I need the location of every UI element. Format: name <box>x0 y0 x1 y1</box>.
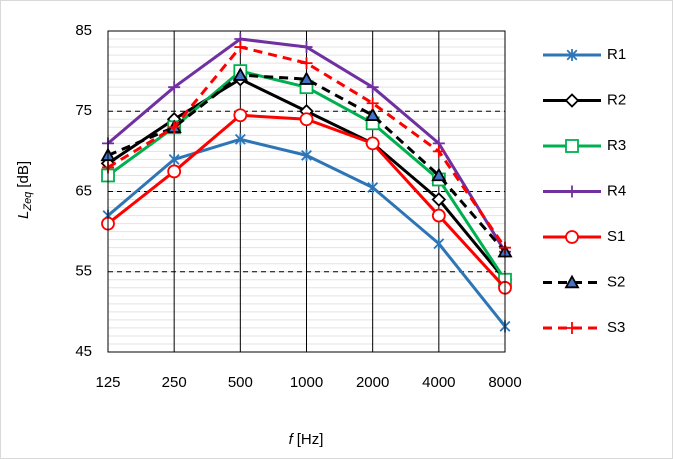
x-tick-label: 2000 <box>356 374 389 391</box>
legend-label: R2 <box>607 91 626 108</box>
y-label-symbol: L <box>15 211 32 219</box>
x-tick-label: 125 <box>95 374 120 391</box>
data-point <box>168 153 180 166</box>
legend-marker <box>564 93 580 108</box>
x-tick-label: 250 <box>162 374 187 391</box>
y-axis-label: LZeq [dB] <box>15 161 34 219</box>
legend-marker <box>566 49 578 61</box>
data-point <box>233 108 248 123</box>
data-point <box>300 57 313 70</box>
legend-label: R1 <box>607 46 626 63</box>
legend-label: S2 <box>607 273 625 290</box>
legend-label: S1 <box>607 228 625 245</box>
data-point <box>431 192 447 207</box>
data-point <box>431 167 447 182</box>
x-tick-label: 8000 <box>488 374 521 391</box>
data-point <box>365 107 381 121</box>
data-point <box>167 164 182 179</box>
plot-frame <box>107 30 506 353</box>
data-point <box>301 149 312 162</box>
y-tick-label: 55 <box>75 263 92 280</box>
data-point <box>365 136 380 151</box>
y-label-subscript: Zeq <box>22 191 34 212</box>
data-point <box>433 237 445 250</box>
legend-label: S3 <box>607 319 625 336</box>
data-point <box>431 208 446 223</box>
x-label-symbol: f <box>289 431 295 448</box>
legend-marker <box>565 230 579 244</box>
data-point <box>298 71 315 85</box>
data-point <box>367 181 379 194</box>
y-tick-label: 75 <box>75 102 92 119</box>
y-tick-label: 45 <box>75 343 92 360</box>
y-label-unit: [dB] <box>15 161 32 188</box>
x-tick-label: 1000 <box>290 374 323 391</box>
data-point <box>299 112 314 127</box>
data-point <box>232 67 248 81</box>
data-point <box>366 81 379 94</box>
data-point <box>168 121 181 134</box>
legend-marker <box>564 274 580 289</box>
y-tick-label: 85 <box>75 22 92 39</box>
y-tick-label: 65 <box>75 182 92 199</box>
data-point <box>234 133 246 146</box>
legend-marker <box>566 185 578 198</box>
legend-marker <box>565 139 579 153</box>
legend-label: R3 <box>607 137 626 154</box>
data-point <box>432 145 445 158</box>
x-tick-label: 4000 <box>422 374 455 391</box>
data-point <box>234 41 247 54</box>
legend-label: R4 <box>607 182 626 199</box>
data-point <box>168 81 181 94</box>
data-point <box>300 41 313 54</box>
x-axis-label: f [Hz] <box>289 431 324 448</box>
x-tick-label: 500 <box>228 374 253 391</box>
x-label-unit: [Hz] <box>297 431 324 448</box>
legend-marker <box>566 322 578 334</box>
data-point <box>366 97 379 110</box>
